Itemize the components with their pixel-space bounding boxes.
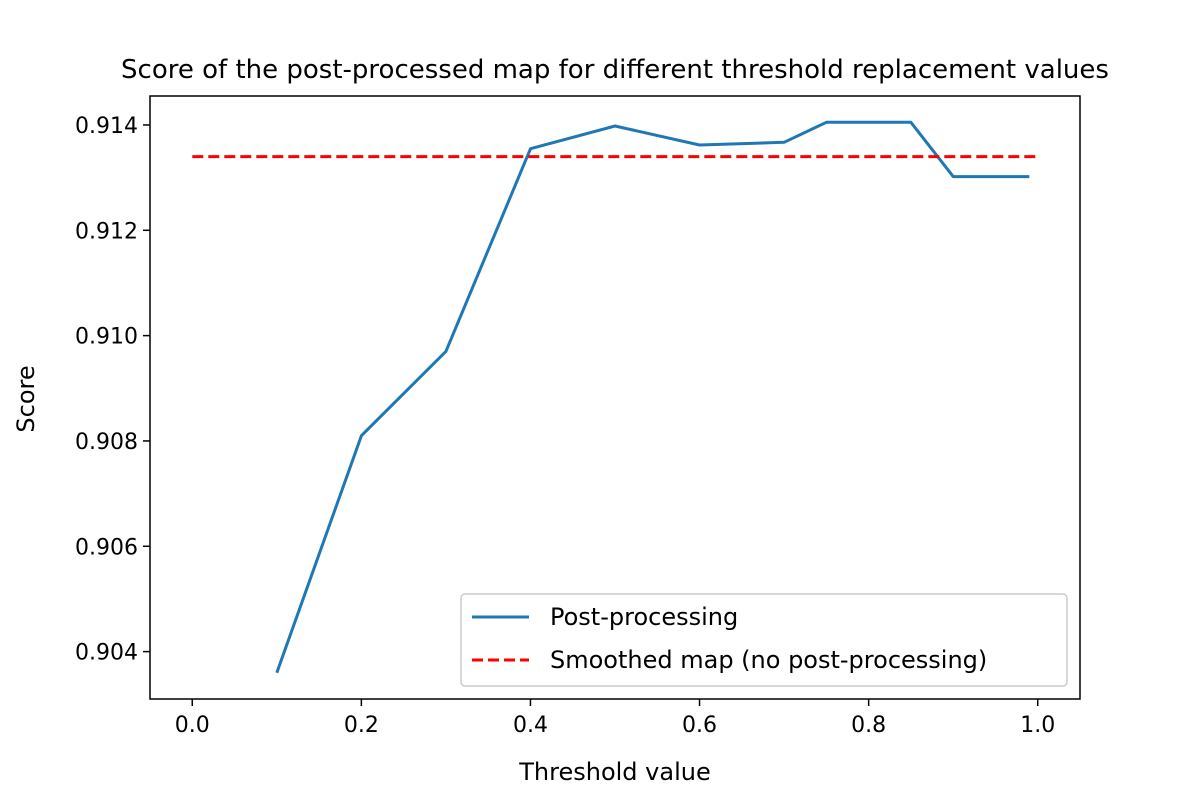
legend-box	[460, 593, 1068, 687]
y-tick-label: 0.912	[75, 219, 138, 244]
plot-area: 0.0 0.2 0.4 0.6 0.8 1.0 0.904 0.906 0.908 0.910 0.…	[75, 95, 1081, 738]
x-axis-label: Threshold value	[518, 758, 710, 786]
chart-title: Score of the post-processed map for diff…	[121, 55, 1109, 85]
x-tick-label: 0.4	[513, 713, 548, 738]
series-line-0	[275, 120, 1030, 674]
legend-label-1: Smoothed map (no post-processing)	[550, 646, 987, 674]
legend-label-0: Post-processing	[550, 603, 738, 631]
axes-frame	[149, 95, 1081, 700]
x-tick-label: 0.0	[175, 713, 210, 738]
y-tick-label: 0.908	[75, 430, 138, 455]
y-axis-label: Score	[12, 365, 40, 432]
x-tick-label: 0.2	[344, 713, 379, 738]
x-tick-label: 0.6	[682, 713, 717, 738]
x-tick-label: 0.8	[851, 713, 886, 738]
legend: Post-processing Smoothed map (no post-pro…	[460, 593, 1068, 687]
y-tick-label: 0.904	[75, 641, 138, 666]
y-tick-label: 0.906	[75, 535, 138, 560]
x-tick-label: 1.0	[1020, 713, 1055, 738]
y-tick-label: 0.914	[75, 114, 138, 139]
y-tick-label: 0.910	[75, 325, 138, 350]
